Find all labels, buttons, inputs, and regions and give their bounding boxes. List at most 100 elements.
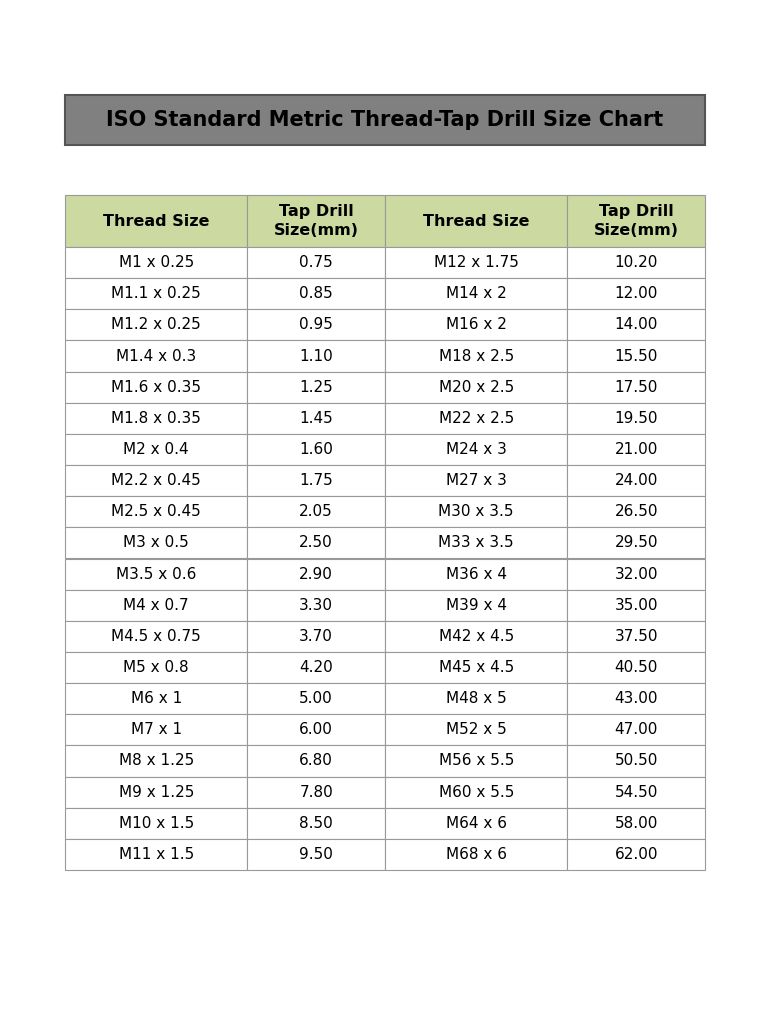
Bar: [568, 465, 705, 497]
Bar: [65, 434, 247, 465]
Bar: [247, 839, 385, 870]
Bar: [385, 195, 568, 247]
Text: 3.30: 3.30: [300, 598, 333, 612]
Text: 6.80: 6.80: [300, 754, 333, 768]
Text: 1.60: 1.60: [300, 442, 333, 457]
Bar: [247, 683, 385, 715]
Bar: [65, 745, 247, 776]
Text: M39 x 4: M39 x 4: [445, 598, 507, 612]
Bar: [247, 309, 385, 340]
Text: M9 x 1.25: M9 x 1.25: [118, 784, 194, 800]
Text: 5.00: 5.00: [300, 691, 333, 707]
Bar: [65, 527, 247, 558]
Bar: [65, 279, 247, 309]
Text: 7.80: 7.80: [300, 784, 333, 800]
Bar: [385, 497, 568, 527]
Text: 2.05: 2.05: [300, 504, 333, 519]
Bar: [65, 247, 247, 279]
Bar: [385, 652, 568, 683]
Bar: [247, 402, 385, 434]
Text: 6.00: 6.00: [300, 722, 333, 737]
Bar: [247, 558, 385, 590]
Bar: [385, 745, 568, 776]
Text: 21.00: 21.00: [614, 442, 658, 457]
Bar: [247, 652, 385, 683]
Bar: [568, 247, 705, 279]
Bar: [568, 195, 705, 247]
Bar: [65, 402, 247, 434]
Bar: [247, 247, 385, 279]
Bar: [385, 683, 568, 715]
Text: M3.5 x 0.6: M3.5 x 0.6: [116, 566, 197, 582]
Text: 24.00: 24.00: [614, 473, 658, 488]
Bar: [568, 808, 705, 839]
Text: M33 x 3.5: M33 x 3.5: [439, 536, 514, 551]
Text: M10 x 1.5: M10 x 1.5: [118, 816, 194, 830]
Bar: [65, 715, 247, 745]
Text: 15.50: 15.50: [614, 348, 658, 364]
Text: 1.10: 1.10: [300, 348, 333, 364]
Bar: [568, 527, 705, 558]
Bar: [247, 465, 385, 497]
Text: Tap Drill
Size(mm): Tap Drill Size(mm): [273, 204, 359, 238]
Text: M5 x 0.8: M5 x 0.8: [124, 660, 189, 675]
Text: 26.50: 26.50: [614, 504, 658, 519]
Text: M1.2 x 0.25: M1.2 x 0.25: [111, 317, 201, 333]
Text: M1.4 x 0.3: M1.4 x 0.3: [116, 348, 197, 364]
Bar: [568, 715, 705, 745]
Bar: [385, 776, 568, 808]
Text: 50.50: 50.50: [614, 754, 658, 768]
Bar: [568, 497, 705, 527]
Bar: [568, 309, 705, 340]
Text: M1.1 x 0.25: M1.1 x 0.25: [111, 287, 201, 301]
Bar: [65, 497, 247, 527]
Text: M64 x 6: M64 x 6: [445, 816, 507, 830]
Bar: [568, 340, 705, 372]
Text: 54.50: 54.50: [614, 784, 658, 800]
Text: M2.2 x 0.45: M2.2 x 0.45: [111, 473, 201, 488]
Text: M45 x 4.5: M45 x 4.5: [439, 660, 514, 675]
Text: 0.95: 0.95: [300, 317, 333, 333]
Text: M24 x 3: M24 x 3: [445, 442, 507, 457]
Text: 9.50: 9.50: [300, 847, 333, 862]
Text: M14 x 2: M14 x 2: [446, 287, 507, 301]
Bar: [385, 590, 568, 621]
Text: M11 x 1.5: M11 x 1.5: [118, 847, 194, 862]
Text: 2.90: 2.90: [300, 566, 333, 582]
Bar: [247, 621, 385, 652]
Text: M2 x 0.4: M2 x 0.4: [124, 442, 189, 457]
Text: M42 x 4.5: M42 x 4.5: [439, 629, 514, 644]
Text: 8.50: 8.50: [300, 816, 333, 830]
Text: M60 x 5.5: M60 x 5.5: [439, 784, 514, 800]
Bar: [247, 776, 385, 808]
Text: 10.20: 10.20: [614, 255, 658, 270]
Bar: [385, 247, 568, 279]
Bar: [568, 683, 705, 715]
Text: M48 x 5: M48 x 5: [446, 691, 507, 707]
Text: 40.50: 40.50: [614, 660, 658, 675]
Bar: [65, 465, 247, 497]
Text: M1.6 x 0.35: M1.6 x 0.35: [111, 380, 201, 394]
Bar: [568, 434, 705, 465]
Bar: [247, 434, 385, 465]
Bar: [65, 95, 705, 145]
Text: M1 x 0.25: M1 x 0.25: [118, 255, 194, 270]
Text: M56 x 5.5: M56 x 5.5: [439, 754, 514, 768]
Text: M30 x 3.5: M30 x 3.5: [439, 504, 514, 519]
Text: 43.00: 43.00: [614, 691, 658, 707]
Text: 19.50: 19.50: [614, 411, 658, 426]
Text: M18 x 2.5: M18 x 2.5: [439, 348, 514, 364]
Bar: [247, 279, 385, 309]
Bar: [247, 340, 385, 372]
Bar: [247, 527, 385, 558]
Text: M4.5 x 0.75: M4.5 x 0.75: [111, 629, 201, 644]
Text: M6 x 1: M6 x 1: [131, 691, 182, 707]
Bar: [568, 776, 705, 808]
Bar: [568, 590, 705, 621]
Text: Tap Drill
Size(mm): Tap Drill Size(mm): [594, 204, 679, 238]
Text: 29.50: 29.50: [614, 536, 658, 551]
Bar: [247, 195, 385, 247]
Bar: [247, 372, 385, 402]
Text: 35.00: 35.00: [614, 598, 658, 612]
Bar: [385, 340, 568, 372]
